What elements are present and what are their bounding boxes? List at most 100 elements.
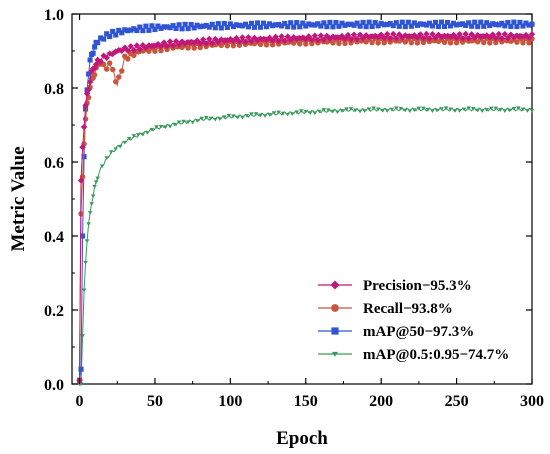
- data-point: [317, 109, 322, 114]
- x-tick-label: 300: [520, 393, 544, 410]
- data-point: [81, 154, 87, 160]
- data-point: [425, 108, 431, 112]
- data-point: [429, 23, 436, 29]
- data-point: [269, 37, 276, 44]
- data-point: [393, 20, 399, 26]
- data-point: [511, 19, 517, 25]
- data-point: [315, 21, 321, 27]
- data-point: [306, 21, 312, 27]
- data-point: [513, 32, 521, 39]
- data-point: [130, 47, 138, 54]
- data-point: [514, 23, 520, 30]
- data-point: [403, 108, 408, 113]
- data-point: [407, 109, 413, 113]
- y-tick-label: 0.6: [44, 155, 64, 172]
- data-point: [475, 24, 481, 30]
- data-point: [79, 233, 86, 239]
- data-point: [242, 21, 249, 27]
- data-point: [108, 150, 114, 154]
- data-point: [344, 107, 349, 112]
- data-point: [330, 109, 336, 114]
- data-point: [224, 24, 230, 31]
- data-point: [348, 107, 354, 111]
- data-point: [149, 127, 155, 132]
- data-point: [163, 125, 168, 130]
- data-point: [490, 21, 496, 27]
- data-point: [339, 20, 345, 26]
- data-point: [483, 32, 490, 39]
- data-point: [212, 25, 218, 31]
- data-point: [333, 19, 339, 26]
- data-point: [357, 109, 363, 114]
- series-diamond: [76, 30, 536, 384]
- data-point: [79, 144, 86, 151]
- data-point: [110, 66, 116, 73]
- data-point: [465, 35, 472, 42]
- data-point: [411, 20, 417, 26]
- data-point: [215, 21, 221, 27]
- data-point: [324, 24, 330, 30]
- data-point: [101, 36, 107, 42]
- data-point: [233, 22, 239, 28]
- data-point: [200, 36, 207, 43]
- legend-item: mAP@0.5:0.95−74.7%: [318, 347, 509, 363]
- data-point: [526, 22, 532, 28]
- data-point: [197, 24, 203, 30]
- data-point: [116, 27, 122, 33]
- data-point: [447, 33, 454, 41]
- data-point: [356, 31, 364, 38]
- data-point: [206, 24, 212, 30]
- data-point: [479, 109, 485, 113]
- data-point: [311, 32, 319, 39]
- data-point: [423, 22, 429, 28]
- data-point: [371, 106, 376, 111]
- data-point: [178, 38, 186, 45]
- data-point: [275, 37, 282, 45]
- data-point: [249, 112, 254, 117]
- data-point: [109, 50, 116, 58]
- data-point: [194, 119, 200, 123]
- data-point: [97, 58, 104, 65]
- data-point: [377, 31, 385, 38]
- legend-marker: [331, 304, 339, 312]
- data-point: [248, 38, 255, 45]
- data-point: [118, 47, 125, 55]
- data-point: [289, 112, 295, 116]
- data-point: [92, 184, 97, 189]
- data-point: [298, 109, 304, 113]
- data-point: [345, 21, 351, 27]
- data-point: [502, 23, 508, 29]
- data-point: [115, 46, 122, 54]
- data-point: [452, 109, 458, 113]
- data-point: [110, 28, 116, 34]
- data-point: [92, 44, 98, 50]
- data-point: [342, 40, 348, 47]
- data-point: [279, 23, 285, 29]
- data-point: [167, 25, 173, 31]
- data-point: [378, 20, 384, 26]
- data-point: [193, 37, 201, 44]
- data-point: [399, 19, 405, 25]
- data-point: [493, 21, 499, 28]
- data-point: [127, 136, 132, 141]
- data-point: [163, 42, 171, 50]
- y-tick-label: 0.4: [44, 229, 64, 246]
- data-point: [230, 37, 237, 45]
- data-point: [280, 111, 286, 116]
- data-point: [520, 107, 526, 112]
- data-point: [208, 116, 214, 121]
- data-point: [253, 112, 259, 116]
- data-point: [185, 26, 191, 32]
- data-point: [106, 60, 113, 66]
- data-point: [498, 108, 503, 112]
- data-point: [91, 72, 98, 78]
- data-point: [417, 31, 424, 38]
- data-point: [314, 36, 322, 44]
- data-point: [157, 42, 165, 50]
- data-point: [326, 35, 334, 42]
- data-point: [475, 108, 481, 113]
- data-point: [384, 109, 390, 113]
- data-point: [499, 20, 505, 26]
- data-point: [257, 24, 264, 30]
- data-point: [423, 30, 430, 38]
